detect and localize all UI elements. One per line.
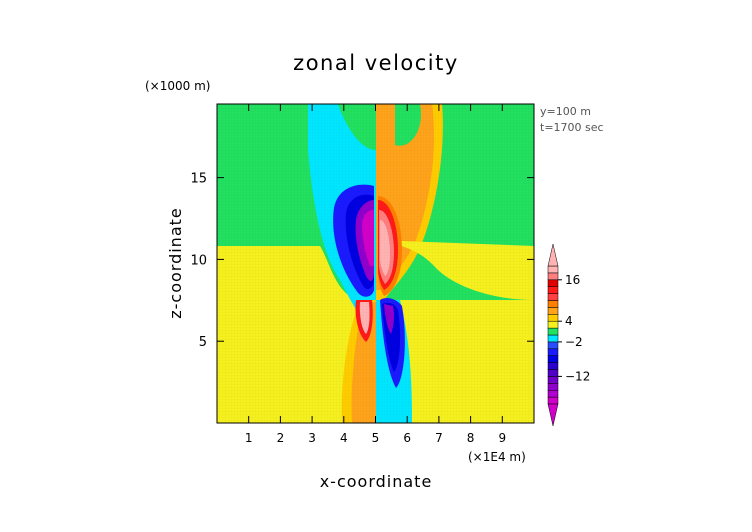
colorbar-segment <box>547 389 559 398</box>
colorbar-segment <box>547 307 559 315</box>
colorbar-segment <box>547 327 559 336</box>
colorbar-segment <box>547 334 559 343</box>
x-tick-label: 1 <box>245 431 253 445</box>
x-tick-label: 5 <box>372 431 380 445</box>
x-tick-label: 9 <box>498 431 506 445</box>
colorbar-segment <box>547 293 559 301</box>
colorbar-segment <box>547 320 559 329</box>
colorbar-segment <box>547 272 559 281</box>
colorbar: 16 4 −2 −12 <box>547 243 590 427</box>
colorbar-tick-label: 16 <box>565 273 580 287</box>
colorbar-tick-label: 4 <box>565 314 573 328</box>
y-tick-label: 15 <box>190 172 207 187</box>
x-tick-label: 7 <box>435 431 443 445</box>
x-tick-label: 2 <box>277 431 285 445</box>
colorbar-segment <box>547 355 559 363</box>
colorbar-segment <box>547 265 559 274</box>
colorbar-segment <box>547 314 559 322</box>
colorbar-segment <box>547 348 559 356</box>
chart-title: zonal velocity <box>293 51 459 75</box>
colorbar-segment <box>547 383 559 391</box>
x-tick-label: 3 <box>308 431 316 445</box>
y-scale-label: (×1000 m) <box>145 79 210 93</box>
colorbar-tick-label: −2 <box>565 335 583 349</box>
colorbar-tick-label: −12 <box>565 369 590 383</box>
x-scale-label: (×1E4 m) <box>468 450 526 464</box>
colorbar-segment <box>547 396 559 405</box>
x-tick-label: 4 <box>340 431 348 445</box>
x-tick-label: 8 <box>467 431 475 445</box>
y-tick-label: 10 <box>190 253 207 268</box>
contour-field <box>217 104 534 423</box>
x-axis-ticks: 1 2 3 4 5 6 7 8 9 <box>245 104 506 445</box>
x-tick-label: 6 <box>403 431 411 445</box>
colorbar-segment <box>547 369 559 377</box>
colorbar-segment <box>547 362 559 370</box>
y-axis-title: z-coordinate <box>166 207 185 319</box>
y-axis-ticks: 5 10 15 <box>190 172 534 350</box>
annotation-time: t=1700 sec <box>540 121 604 134</box>
colorbar-segment <box>547 376 559 384</box>
colorbar-segment <box>547 300 559 308</box>
colorbar-max-extension <box>547 243 559 267</box>
colorbar-min-extension <box>547 403 559 427</box>
colorbar-segment <box>547 341 559 350</box>
y-tick-label: 5 <box>199 335 207 350</box>
colorbar-segment <box>547 279 559 287</box>
colorbar-segment <box>547 286 559 294</box>
annotation-y: y=100 m <box>540 105 591 118</box>
x-axis-title: x-coordinate <box>320 472 433 491</box>
